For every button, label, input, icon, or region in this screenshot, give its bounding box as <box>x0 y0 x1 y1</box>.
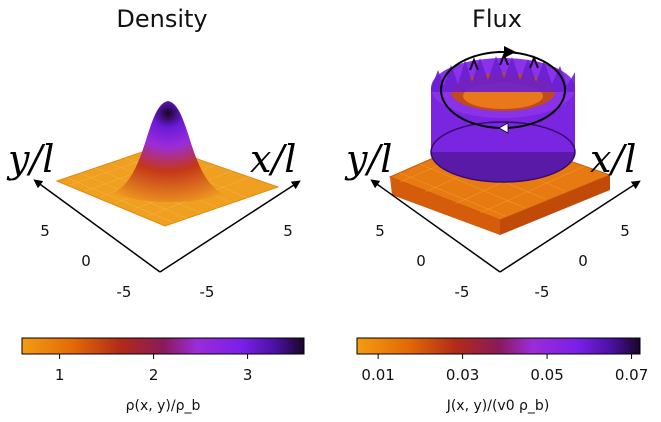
density-ytick: 0 <box>81 252 91 270</box>
density-x-axis <box>159 180 301 273</box>
flux-y-axis <box>370 179 501 273</box>
flux-base-edge <box>390 177 500 235</box>
flux-colorbar-tick-label: 0.07 <box>615 366 648 384</box>
density-xtick: -5 <box>200 283 215 301</box>
density-colorbar-label: ρ(x, y)/ρ_b <box>126 398 201 414</box>
density-colorbar-tick-label: 3 <box>243 366 253 384</box>
flux-base-edge <box>500 175 610 235</box>
flux-xtick: 5 <box>620 222 630 240</box>
flux-ytick: 5 <box>375 222 385 240</box>
flux-x-axis <box>499 180 641 273</box>
density-colorbar <box>21 337 305 355</box>
density-ytick: -5 <box>117 283 132 301</box>
flux-colorbar-label: J(x, y)/(v0 ρ_b) <box>446 398 550 414</box>
density-xlabel: x/l <box>250 137 296 181</box>
flux-ring-spikes <box>431 56 575 92</box>
flux-title: Flux <box>472 5 522 33</box>
density-xtick: 5 <box>283 222 293 240</box>
density-colorbar-tick-label: 2 <box>149 366 159 384</box>
flux-circulation-arrow-bottom <box>498 122 509 134</box>
flux-ring-bottom-edge <box>430 121 576 183</box>
flux-colorbar-ticks: 0.01 0.03 0.05 0.07 <box>361 354 648 384</box>
flux-colorbar-tick-label: 0.03 <box>446 366 479 384</box>
density-panel: Density y/l x/l 5 0 -5 5 -5 <box>6 5 305 414</box>
flux-colorbar <box>356 337 641 355</box>
flux-ytick: -5 <box>455 283 470 301</box>
density-peak <box>113 101 223 203</box>
density-y-axis <box>33 179 161 273</box>
flux-panel: Flux y/l x/l <box>344 5 648 414</box>
density-ytick: 5 <box>40 222 50 240</box>
flux-xtick: -5 <box>535 283 550 301</box>
flux-xtick: 0 <box>578 252 588 270</box>
flux-colorbar-tick-label: 0.05 <box>530 366 563 384</box>
flux-xlabel: x/l <box>590 137 636 181</box>
density-colorbar-tick-label: 1 <box>55 366 65 384</box>
density-ylabel: y/l <box>6 137 54 181</box>
flux-ytick: 0 <box>416 252 426 270</box>
density-title: Density <box>116 5 207 33</box>
flux-colorbar-tick-label: 0.01 <box>361 366 394 384</box>
flux-ylabel: y/l <box>344 137 392 181</box>
density-colorbar-ticks: 1 2 3 <box>55 354 253 384</box>
